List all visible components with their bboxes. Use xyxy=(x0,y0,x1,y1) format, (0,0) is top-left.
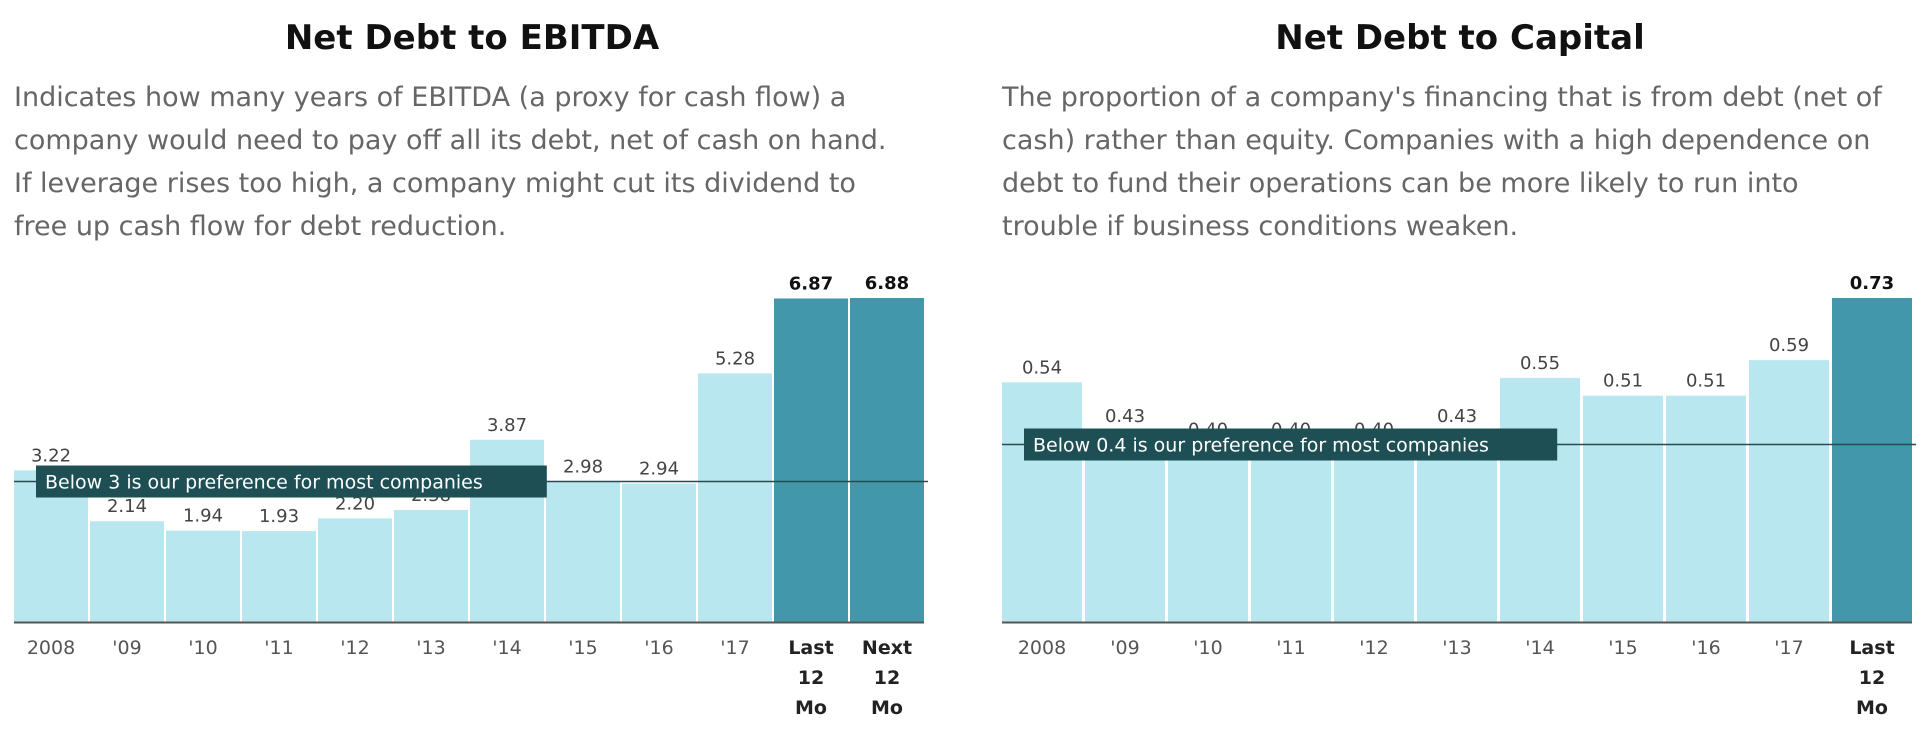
bar-16 xyxy=(622,483,696,622)
x-tick-label: Last xyxy=(1849,637,1894,659)
description-line: Indicates how many years of EBITDA (a pr… xyxy=(14,82,847,113)
description-line: company would need to pay off all its de… xyxy=(14,125,887,156)
bar-14 xyxy=(1500,377,1580,622)
bar-value-label: 0.43 xyxy=(1105,406,1145,427)
x-tick-label: Mo xyxy=(871,697,903,719)
x-tick-label: '10 xyxy=(1193,637,1222,659)
bar-11 xyxy=(242,531,316,622)
bar-12 xyxy=(1334,444,1414,622)
bar-value-label: 2.98 xyxy=(563,457,603,478)
reference-label-box xyxy=(1024,428,1558,461)
x-tick-label: 12 xyxy=(874,667,900,689)
reference-label-box xyxy=(36,465,547,498)
x-tick-label: '14 xyxy=(1525,637,1554,659)
x-tick-label: '09 xyxy=(112,637,141,659)
reference-label-text: Below 3 is our preference for most compa… xyxy=(45,472,483,494)
bar-value-label: 0.43 xyxy=(1437,406,1477,427)
x-tick-label: '11 xyxy=(264,637,293,659)
bar-value-label: 6.88 xyxy=(865,273,909,294)
chart-title: Net Debt to EBITDA xyxy=(284,18,660,58)
bar-chart-net-debt-to-capital: 0.540.430.400.400.400.430.550.510.510.59… xyxy=(1002,273,1916,719)
description-line: cash) rather than equity. Companies with… xyxy=(1002,125,1871,156)
chart-description: Indicates how many years of EBITDA (a pr… xyxy=(14,76,930,248)
bar-value-label: 6.87 xyxy=(789,273,833,294)
bar-15 xyxy=(1583,395,1663,622)
bar-last-12-mo xyxy=(1832,298,1912,622)
bar-value-label: 2.20 xyxy=(335,493,375,514)
bar-last-12-mo xyxy=(774,298,848,622)
x-tick-label: Last xyxy=(788,637,833,659)
bar-16 xyxy=(1666,395,1746,622)
bar-value-label: 0.55 xyxy=(1520,353,1560,374)
x-tick-label: '16 xyxy=(1691,637,1720,659)
x-tick-label: 12 xyxy=(798,667,824,689)
x-tick-label: '17 xyxy=(720,637,749,659)
description-line: The proportion of a company's financing … xyxy=(1002,82,1882,113)
bar-value-label: 2.94 xyxy=(639,459,679,480)
bar-value-label: 0.54 xyxy=(1022,357,1062,378)
reference-label-text: Below 0.4 is our preference for most com… xyxy=(1033,435,1489,457)
bar-11 xyxy=(1251,444,1331,622)
bar-17 xyxy=(1749,360,1829,622)
chart-title: Net Debt to Capital xyxy=(1275,18,1645,58)
bar-10 xyxy=(166,530,240,622)
bar-13 xyxy=(1417,431,1497,622)
description-line: trouble if business conditions weaken. xyxy=(1002,211,1519,242)
bar-09 xyxy=(90,521,164,622)
bar-value-label: 0.73 xyxy=(1850,273,1894,294)
x-tick-label: '10 xyxy=(188,637,217,659)
x-tick-label: '12 xyxy=(1359,637,1388,659)
x-tick-label: '15 xyxy=(568,637,597,659)
x-tick-label: '12 xyxy=(340,637,369,659)
bar-value-label: 2.14 xyxy=(107,496,147,517)
bar-value-label: 0.51 xyxy=(1603,371,1643,392)
bar-09 xyxy=(1085,431,1165,622)
bar-value-label: 0.51 xyxy=(1686,371,1726,392)
x-tick-label: '11 xyxy=(1276,637,1305,659)
bar-value-label: 3.22 xyxy=(31,445,71,466)
bar-value-label: 1.94 xyxy=(183,506,223,527)
bar-17 xyxy=(698,373,772,622)
description-line: free up cash flow for debt reduction. xyxy=(14,211,507,242)
x-tick-label: 12 xyxy=(1859,667,1885,689)
x-tick-label: '13 xyxy=(416,637,445,659)
bar-chart-net-debt-to-ebitda: 3.222.141.941.932.202.383.872.982.945.28… xyxy=(14,273,928,719)
x-tick-label: 2008 xyxy=(1018,637,1066,659)
bar-12 xyxy=(318,518,392,622)
bar-13 xyxy=(394,509,468,622)
bar-value-label: 5.28 xyxy=(715,348,755,369)
bar-2008 xyxy=(1002,382,1082,622)
x-tick-label: '16 xyxy=(644,637,673,659)
description-line: If leverage rises too high, a company mi… xyxy=(14,168,856,199)
x-tick-label: '17 xyxy=(1774,637,1803,659)
x-tick-label: Next xyxy=(862,637,912,659)
bar-value-label: 3.87 xyxy=(487,415,527,436)
x-tick-label: Mo xyxy=(1856,697,1888,719)
bar-value-label: 0.59 xyxy=(1769,335,1809,356)
x-tick-label: '13 xyxy=(1442,637,1471,659)
bar-value-label: 1.93 xyxy=(259,506,299,527)
chart-description: The proportion of a company's financing … xyxy=(1002,76,1918,248)
x-tick-label: '09 xyxy=(1110,637,1139,659)
x-tick-label: Mo xyxy=(795,697,827,719)
bar-10 xyxy=(1168,444,1248,622)
x-tick-label: '14 xyxy=(492,637,521,659)
bar-next-12-mo xyxy=(850,298,924,622)
x-tick-label: 2008 xyxy=(27,637,75,659)
x-tick-label: '15 xyxy=(1608,637,1637,659)
bar-15 xyxy=(546,481,620,622)
description-line: debt to fund their operations can be mor… xyxy=(1002,168,1799,199)
